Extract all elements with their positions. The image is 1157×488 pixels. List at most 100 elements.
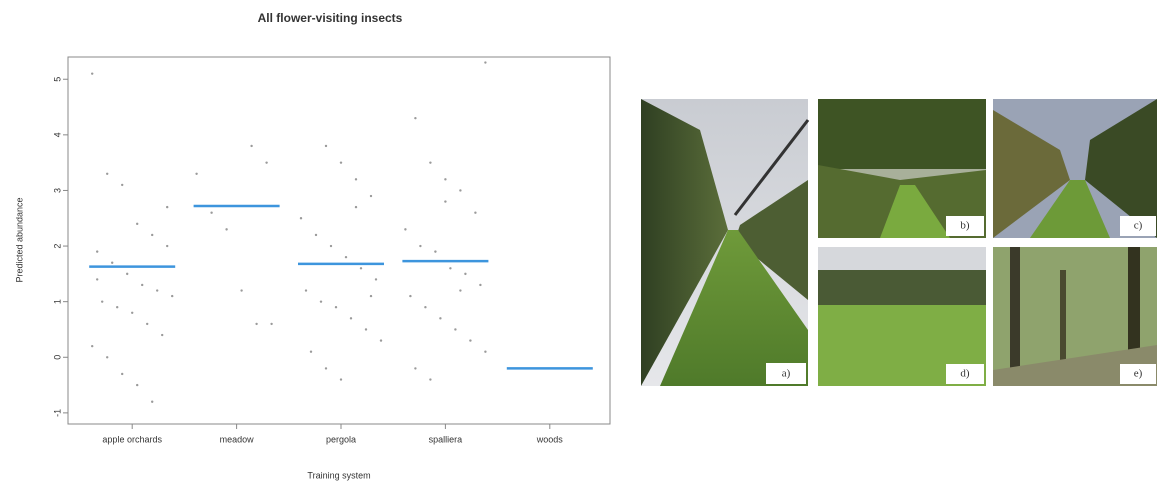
data-point — [459, 289, 462, 292]
data-point — [171, 294, 174, 298]
data-point — [479, 283, 482, 287]
data-point — [334, 306, 338, 309]
data-point — [354, 178, 358, 181]
x-tick-label: spalliera — [429, 434, 463, 444]
data-point — [121, 372, 124, 376]
data-point — [91, 344, 94, 348]
x-tick-label: apple orchards — [102, 434, 162, 444]
x-tick-label: woods — [536, 434, 564, 444]
chart-title: All flower-visiting insects — [258, 11, 403, 25]
data-point — [364, 328, 368, 331]
data-point — [319, 300, 323, 303]
data-point — [136, 383, 139, 387]
data-point — [270, 322, 273, 326]
y-tick-label: -1 — [52, 409, 62, 417]
photo-label: c) — [1134, 220, 1143, 232]
plot-frame — [67, 56, 611, 425]
data-point — [449, 267, 452, 270]
data-point — [444, 200, 447, 203]
y-axis-label: Predicted abundance — [14, 197, 24, 282]
data-point — [434, 250, 437, 253]
y-tick-label: 5 — [52, 77, 62, 82]
data-point — [96, 278, 99, 281]
photo-b: b) — [818, 99, 986, 238]
data-point — [424, 306, 427, 309]
photo-e: e) — [993, 247, 1157, 386]
data-point — [484, 61, 487, 64]
data-point — [304, 289, 308, 292]
data-point — [439, 317, 442, 320]
data-point — [359, 267, 363, 270]
data-point — [151, 400, 154, 403]
data-point — [409, 294, 412, 298]
y-tick-label: 1 — [52, 299, 62, 304]
data-point — [255, 322, 258, 326]
data-point — [166, 244, 169, 248]
data-point — [96, 250, 99, 253]
data-point — [141, 283, 144, 287]
data-point — [474, 211, 477, 214]
data-point — [329, 244, 333, 248]
data-point — [101, 300, 104, 303]
data-point — [324, 367, 328, 370]
data-point — [469, 339, 472, 342]
data-point — [240, 289, 243, 292]
data-point — [106, 356, 109, 359]
data-point — [369, 194, 373, 198]
y-tick-label: 4 — [52, 132, 62, 137]
photo-label: e) — [1134, 368, 1143, 380]
data-point — [484, 350, 487, 353]
photo-label: a) — [782, 368, 791, 380]
photo-label: d) — [960, 368, 970, 380]
data-point — [429, 161, 432, 164]
data-point — [116, 306, 119, 309]
data-point — [250, 144, 253, 148]
data-point — [429, 378, 432, 381]
data-point — [225, 228, 228, 231]
data-point — [464, 272, 467, 276]
data-point — [314, 233, 318, 237]
y-tick-label: 3 — [52, 188, 62, 193]
data-point — [444, 178, 447, 181]
photo-c: c) — [993, 99, 1157, 238]
y-tick-label: 0 — [52, 355, 62, 360]
data-point — [111, 261, 114, 264]
y-tick-label: 2 — [52, 244, 62, 249]
x-tick-label: meadow — [220, 434, 255, 444]
data-point — [151, 233, 154, 237]
data-point — [324, 144, 328, 148]
data-point — [126, 272, 129, 276]
data-point — [309, 350, 313, 353]
data-point — [121, 183, 124, 187]
data-point — [210, 211, 213, 214]
data-point — [414, 367, 417, 370]
photo-label: b) — [960, 220, 970, 232]
data-point — [404, 228, 407, 231]
data-point — [374, 278, 378, 281]
data-point — [419, 244, 422, 248]
data-point — [379, 339, 383, 342]
data-point — [349, 317, 353, 320]
data-point — [414, 116, 417, 120]
data-point — [161, 333, 164, 337]
data-point — [131, 311, 134, 314]
x-axis-label: Training system — [307, 470, 370, 480]
data-point — [339, 161, 343, 164]
data-point — [91, 72, 94, 75]
x-tick-label: pergola — [326, 434, 356, 444]
data-point — [299, 217, 303, 220]
data-point — [454, 328, 457, 331]
data-point — [369, 294, 373, 298]
data-point — [339, 378, 343, 381]
data-point — [344, 255, 348, 259]
data-point — [459, 189, 462, 192]
data-point — [156, 289, 159, 292]
data-point — [146, 322, 149, 326]
data-point — [106, 172, 109, 175]
photo-d: d) — [818, 247, 986, 386]
data-point — [166, 205, 169, 209]
photo-a: a) — [641, 99, 810, 386]
data-point — [195, 172, 198, 175]
data-point — [265, 161, 268, 164]
